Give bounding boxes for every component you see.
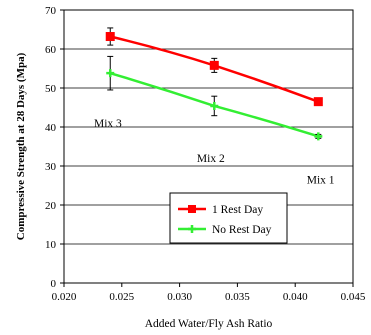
annotation-mix: Mix 2	[197, 153, 225, 165]
legend-label: 1 Rest Day	[212, 204, 263, 216]
x-tick-label: 0.045	[341, 291, 366, 303]
data-point-plus	[210, 101, 219, 110]
legend: 1 Rest Day No Rest Day	[169, 192, 288, 244]
legend-marker-plus	[188, 225, 196, 233]
x-tick-label: 0.030	[167, 291, 192, 303]
series-rest-day	[105, 27, 323, 107]
legend-label: No Rest Day	[212, 224, 272, 236]
series-no-rest-day	[106, 55, 323, 141]
y-tick-label: 60	[45, 44, 57, 56]
data-point-square	[313, 97, 323, 107]
annotation-mix: Mix 1	[307, 175, 335, 187]
y-tick-label: 30	[45, 161, 57, 173]
tick-labels: 0 10 20 30 40 50 60 70 0.020 0.025 0.030 0.035 0.040…	[45, 5, 366, 303]
y-tick-label: 40	[45, 122, 57, 134]
data-point-plus	[106, 69, 115, 78]
x-tick-label: 0.040	[283, 291, 308, 303]
legend-marker-square	[188, 205, 196, 213]
data-point-square	[105, 32, 115, 42]
legend-box	[169, 192, 288, 244]
x-tick-label: 0.020	[52, 291, 77, 303]
data-point-square	[209, 60, 219, 70]
y-axis-label: Compressive Strength at 28 Days (Mpa)	[15, 52, 27, 240]
y-tick-label: 10	[45, 239, 57, 251]
data-point-plus	[314, 132, 323, 141]
x-tick-label: 0.035	[225, 291, 250, 303]
series-layer	[105, 27, 323, 141]
y-tick-label: 70	[45, 5, 57, 17]
annotation-mix: Mix 3	[94, 118, 122, 130]
gridlines	[60, 9, 354, 287]
annotations: Mix 3 Mix 2 Mix 1	[94, 118, 335, 187]
x-tick-label: 0.025	[109, 291, 134, 303]
y-tick-label: 50	[45, 83, 57, 95]
y-tick-label: 20	[45, 200, 57, 212]
x-axis-label: Added Water/Fly Ash Ratio	[145, 318, 273, 330]
y-tick-label: 0	[51, 278, 57, 290]
